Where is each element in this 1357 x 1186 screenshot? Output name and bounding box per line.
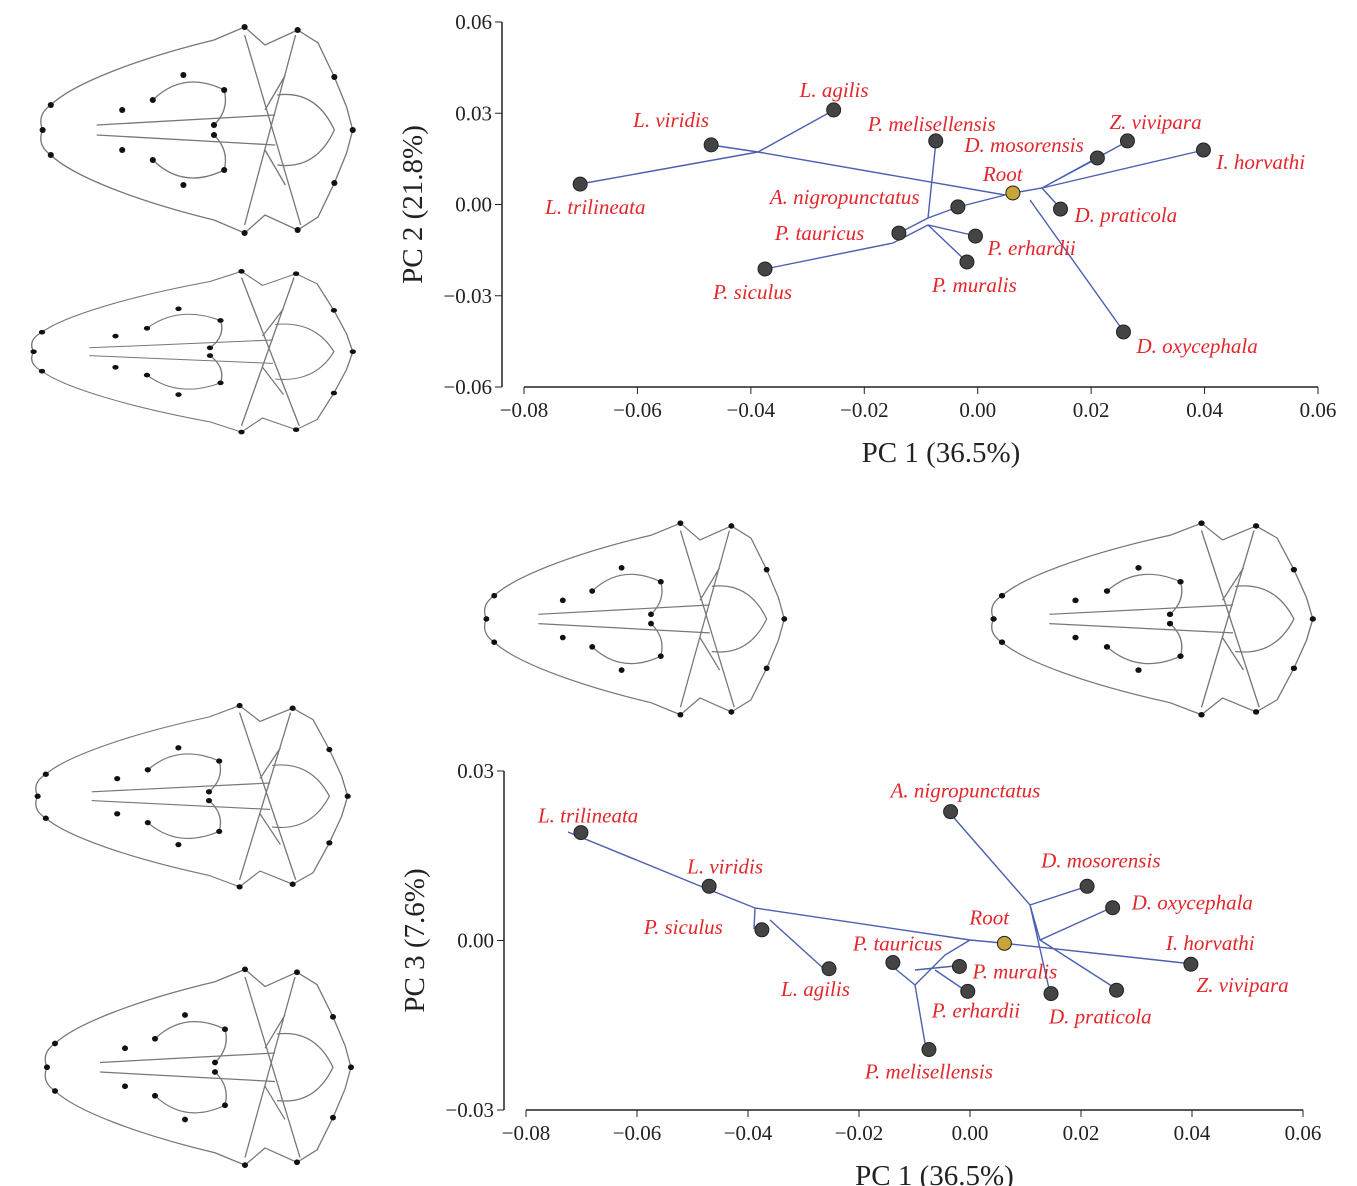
x-tick-label: 0.00 [959, 398, 996, 422]
y-tick-label: 0.03 [457, 759, 494, 783]
y-tick-label: −0.06 [443, 375, 492, 399]
point [944, 805, 958, 819]
x-tick-label: 0.06 [1285, 1121, 1322, 1145]
point-label: P. muralis [971, 959, 1057, 983]
point [573, 177, 587, 191]
x-tick-label: −0.06 [613, 398, 662, 422]
x-tick-label: 0.02 [1063, 1121, 1100, 1145]
point-label: P. siculus [712, 280, 792, 304]
x-axis-title: PC 1 (36.5%) [855, 1160, 1014, 1186]
point [1116, 325, 1130, 339]
point-label: Z. vivipara [1197, 973, 1289, 997]
point-label: P. erhardii [986, 236, 1075, 260]
point [755, 923, 769, 937]
y-tick-label: 0.06 [455, 10, 492, 34]
point [886, 956, 900, 970]
figure: −0.08 −0.06 −0.04 −0.02 0.00 0.02 0.04 0.06 −0.0… [0, 0, 1357, 1186]
point [1184, 957, 1198, 971]
y-tick-label: −0.03 [443, 284, 492, 308]
point [1044, 987, 1058, 1001]
point-label: Root [968, 905, 1010, 929]
y-tick-label: 0.00 [457, 929, 494, 953]
point [997, 936, 1011, 950]
point [1080, 879, 1094, 893]
y-axis-title: PC 3 (7.6%) [399, 868, 431, 1012]
point-label: Z. vivipara [1109, 110, 1201, 134]
point-label: I. horvathi [1215, 150, 1305, 174]
point-label: L. agilis [799, 78, 869, 102]
skull-drawings [30, 24, 1316, 1168]
point-label: D. praticola [1074, 203, 1178, 227]
point [1196, 143, 1210, 157]
y-tick-label: 0.00 [455, 193, 492, 217]
point-label: P. melisellensis [864, 1060, 993, 1084]
point-label: L. trilineata [544, 195, 645, 219]
point [1006, 186, 1020, 200]
point [1090, 151, 1104, 165]
x-tick-label: 0.04 [1174, 1121, 1211, 1145]
point [1054, 202, 1068, 216]
point-label: D. oxycephala [1135, 334, 1257, 358]
point [1106, 901, 1120, 915]
point-label: P. erhardii [931, 998, 1020, 1022]
x-tick-label: −0.04 [727, 398, 776, 422]
point-label: A. nigropunctatus [768, 185, 920, 209]
y-tick-label: 0.03 [455, 101, 492, 125]
point-label: L. viridis [686, 854, 763, 878]
point [892, 226, 906, 240]
point-label: D. oxycephala [1131, 891, 1253, 915]
point-label: I. horvathi [1165, 931, 1255, 955]
x-tick-label: −0.08 [500, 398, 549, 422]
point-label: P. tauricus [774, 221, 864, 245]
x-tick-label: 0.06 [1300, 398, 1337, 422]
point-label: D. praticola [1048, 1005, 1152, 1029]
point-label: P. tauricus [852, 932, 942, 956]
point [704, 138, 718, 152]
point-label: D. mosorensis [963, 133, 1083, 157]
x-tick-label: −0.02 [835, 1121, 884, 1145]
point [574, 826, 588, 840]
point [960, 255, 974, 269]
x-tick-label: 0.04 [1186, 398, 1223, 422]
point-label: A. nigropunctatus [889, 779, 1041, 803]
x-tick-label: −0.06 [613, 1121, 662, 1145]
point-label: P. siculus [643, 915, 723, 939]
point [952, 959, 966, 973]
x-tick-label: −0.02 [840, 398, 889, 422]
x-tick-label: −0.04 [724, 1121, 773, 1145]
point [922, 1043, 936, 1057]
point [702, 879, 716, 893]
point-label: Root [982, 162, 1024, 186]
point [1120, 134, 1134, 148]
y-tick-label: −0.03 [445, 1098, 494, 1122]
point-label: D. mosorensis [1040, 848, 1160, 872]
y-axis-title: PC 2 (21.8%) [397, 125, 429, 284]
x-axis-title: PC 1 (36.5%) [862, 437, 1021, 469]
point-label: P. muralis [931, 273, 1017, 297]
point [758, 262, 772, 276]
x-tick-label: −0.08 [502, 1121, 551, 1145]
point-label: L. trilineata [537, 804, 638, 828]
point-label: L. agilis [780, 977, 850, 1001]
point [827, 103, 841, 117]
point [951, 200, 965, 214]
x-tick-label: 0.02 [1073, 398, 1110, 422]
point [961, 984, 975, 998]
point-label: L. viridis [632, 108, 709, 132]
point [822, 962, 836, 976]
point [968, 229, 982, 243]
point [929, 134, 943, 148]
point [1110, 983, 1124, 997]
x-tick-label: 0.00 [952, 1121, 989, 1145]
